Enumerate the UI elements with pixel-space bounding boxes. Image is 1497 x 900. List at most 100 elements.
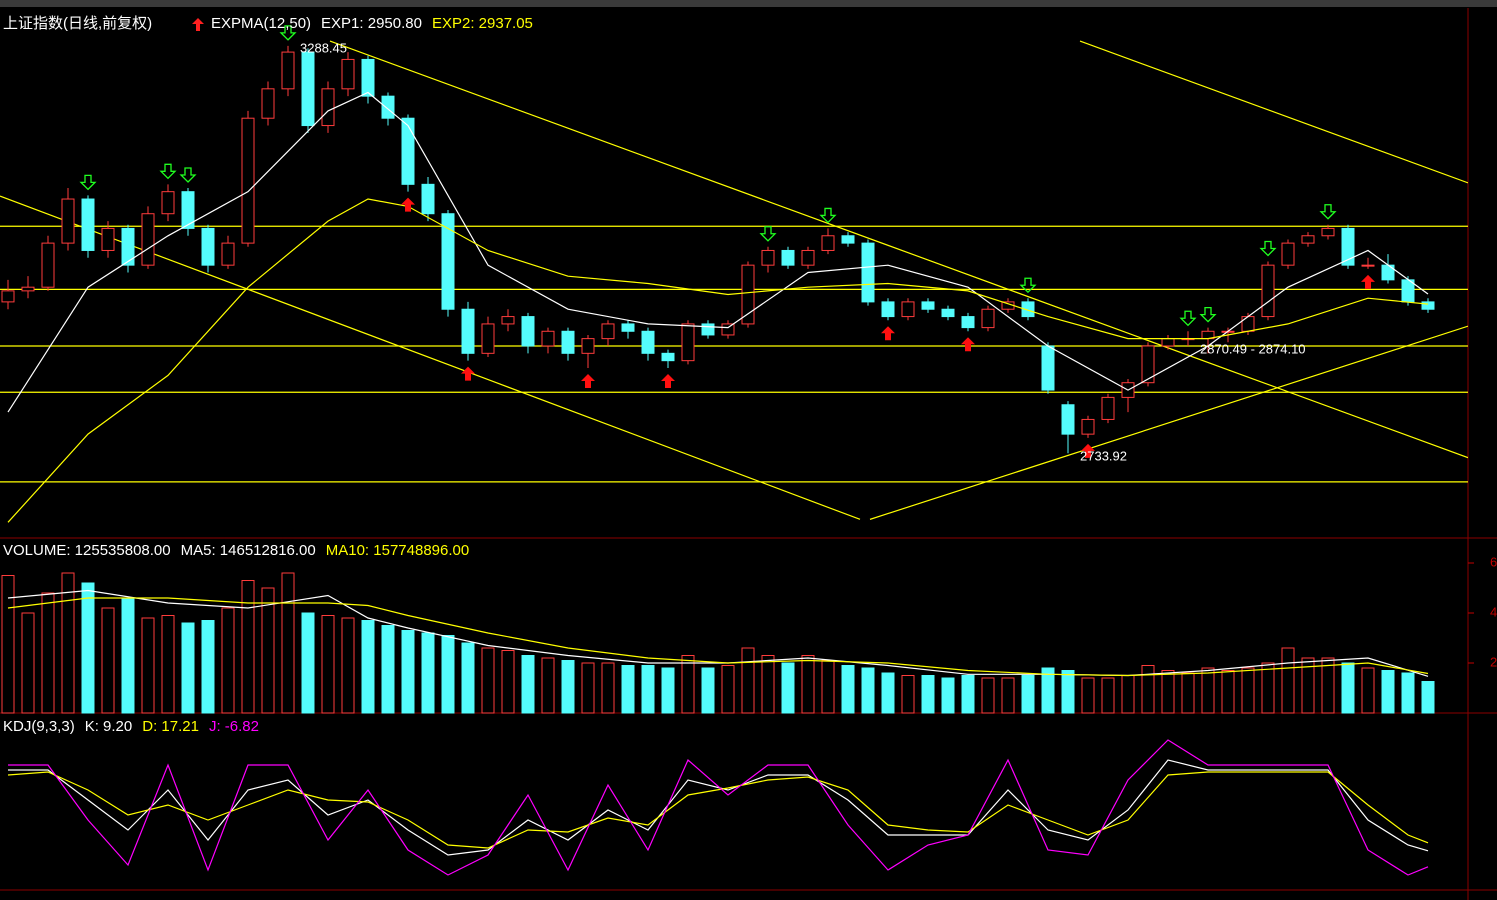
volume-bar — [781, 662, 795, 714]
volume-bar — [741, 647, 755, 714]
volume-bar — [1321, 657, 1335, 714]
volume-bar — [1341, 662, 1355, 714]
buy-signal — [581, 374, 595, 389]
volume-ma-line — [7, 589, 1429, 677]
candle-body — [41, 242, 55, 288]
price-panel — [0, 25, 1468, 523]
volume-bar — [621, 665, 635, 714]
volume-bar — [161, 615, 175, 714]
candle-body — [841, 235, 855, 244]
sell-signal — [819, 207, 837, 224]
sell-signal — [759, 226, 777, 242]
y-tick-label: 2 — [1490, 654, 1497, 669]
volume-bar — [481, 647, 495, 714]
candle-body — [81, 198, 95, 251]
candle-body — [261, 88, 275, 119]
volume-bar — [641, 665, 655, 714]
candle-body — [201, 227, 215, 266]
volume-bar — [281, 572, 295, 714]
candle-body — [881, 301, 895, 318]
volume-bar — [901, 675, 915, 714]
candle-body — [61, 198, 75, 244]
price-annotation: 2733.92 — [1080, 449, 1127, 464]
buy-signal — [401, 197, 415, 212]
candle-body — [321, 88, 335, 127]
volume-bar — [1021, 675, 1035, 714]
candle-body — [241, 117, 255, 244]
candle-body — [301, 51, 315, 127]
volume-bar — [1061, 670, 1075, 714]
volume-bar — [981, 677, 995, 714]
candle-body — [1241, 316, 1255, 332]
volume-bar — [1161, 670, 1175, 714]
candle-body — [101, 227, 115, 251]
trend-line — [329, 40, 1468, 459]
volume-bar — [921, 675, 935, 714]
volume-bar — [381, 625, 395, 714]
sell-signal — [1019, 277, 1037, 294]
sell-signal — [1199, 306, 1217, 323]
volume-bar — [521, 655, 535, 714]
volume-bar — [601, 662, 615, 714]
candle-body — [1141, 345, 1155, 384]
candle-body — [1101, 396, 1115, 420]
volume-bar — [41, 592, 55, 714]
volume-bar — [1221, 670, 1235, 714]
y-tick-label: 4 — [1490, 604, 1497, 619]
volume-bar — [861, 667, 875, 714]
candle-body — [921, 301, 935, 310]
volume-bar — [1381, 670, 1395, 714]
candle-body — [1421, 301, 1435, 310]
volume-bar — [81, 582, 95, 714]
volume-bar — [61, 572, 75, 714]
volume-bar — [1121, 675, 1135, 714]
volume-bar — [301, 612, 315, 714]
candle-body — [521, 316, 535, 347]
legend-label: MA5: 146512816.00 — [181, 542, 316, 559]
buy-signal — [461, 366, 475, 381]
legend-label: EXP2: 2937.05 — [432, 15, 533, 32]
candle-body — [361, 58, 375, 97]
chart-title: 上证指数(日线,前复权) — [3, 14, 152, 32]
volume-bar — [701, 667, 715, 714]
volume-bar — [21, 612, 35, 714]
sell-signal — [1179, 310, 1197, 327]
kdj-line — [8, 739, 1429, 876]
volume-bar — [341, 617, 355, 714]
candle-body — [661, 352, 675, 362]
sell-signal — [279, 25, 297, 41]
candle-body — [121, 227, 135, 266]
candle-body — [1081, 418, 1095, 435]
volume-bar — [1081, 677, 1095, 714]
candle-body — [1281, 242, 1295, 266]
volume-bar — [241, 580, 255, 714]
candle-body — [461, 308, 475, 354]
volume-bar — [1201, 667, 1215, 714]
expma-line — [7, 198, 1429, 523]
candle-body — [1041, 345, 1055, 391]
volume-bar — [121, 597, 135, 714]
candle-body — [1161, 338, 1175, 347]
y-tick-label: 6 — [1490, 554, 1497, 569]
volume-bar — [461, 642, 475, 714]
candle-body — [1321, 227, 1335, 237]
price-annotation: 3288.45 — [300, 40, 347, 55]
volume-bar — [1361, 667, 1375, 714]
legend-label: EXP1: 2950.80 — [321, 15, 422, 32]
volume-bar — [1141, 665, 1155, 714]
candle-body — [1061, 404, 1075, 435]
candle-body — [1341, 227, 1355, 266]
candle-body — [581, 338, 595, 354]
expma-line — [7, 91, 1429, 413]
volume-bar — [361, 620, 375, 714]
candle-body — [1, 290, 15, 303]
legend-label: KDJ(9,3,3) — [3, 718, 75, 735]
candle-body — [541, 330, 555, 347]
candle-body — [481, 323, 495, 354]
volume-bar — [1281, 647, 1295, 714]
candle-body — [621, 323, 635, 332]
volume-bar — [541, 657, 555, 714]
volume-bar — [801, 655, 815, 714]
buy-signal — [881, 326, 895, 341]
